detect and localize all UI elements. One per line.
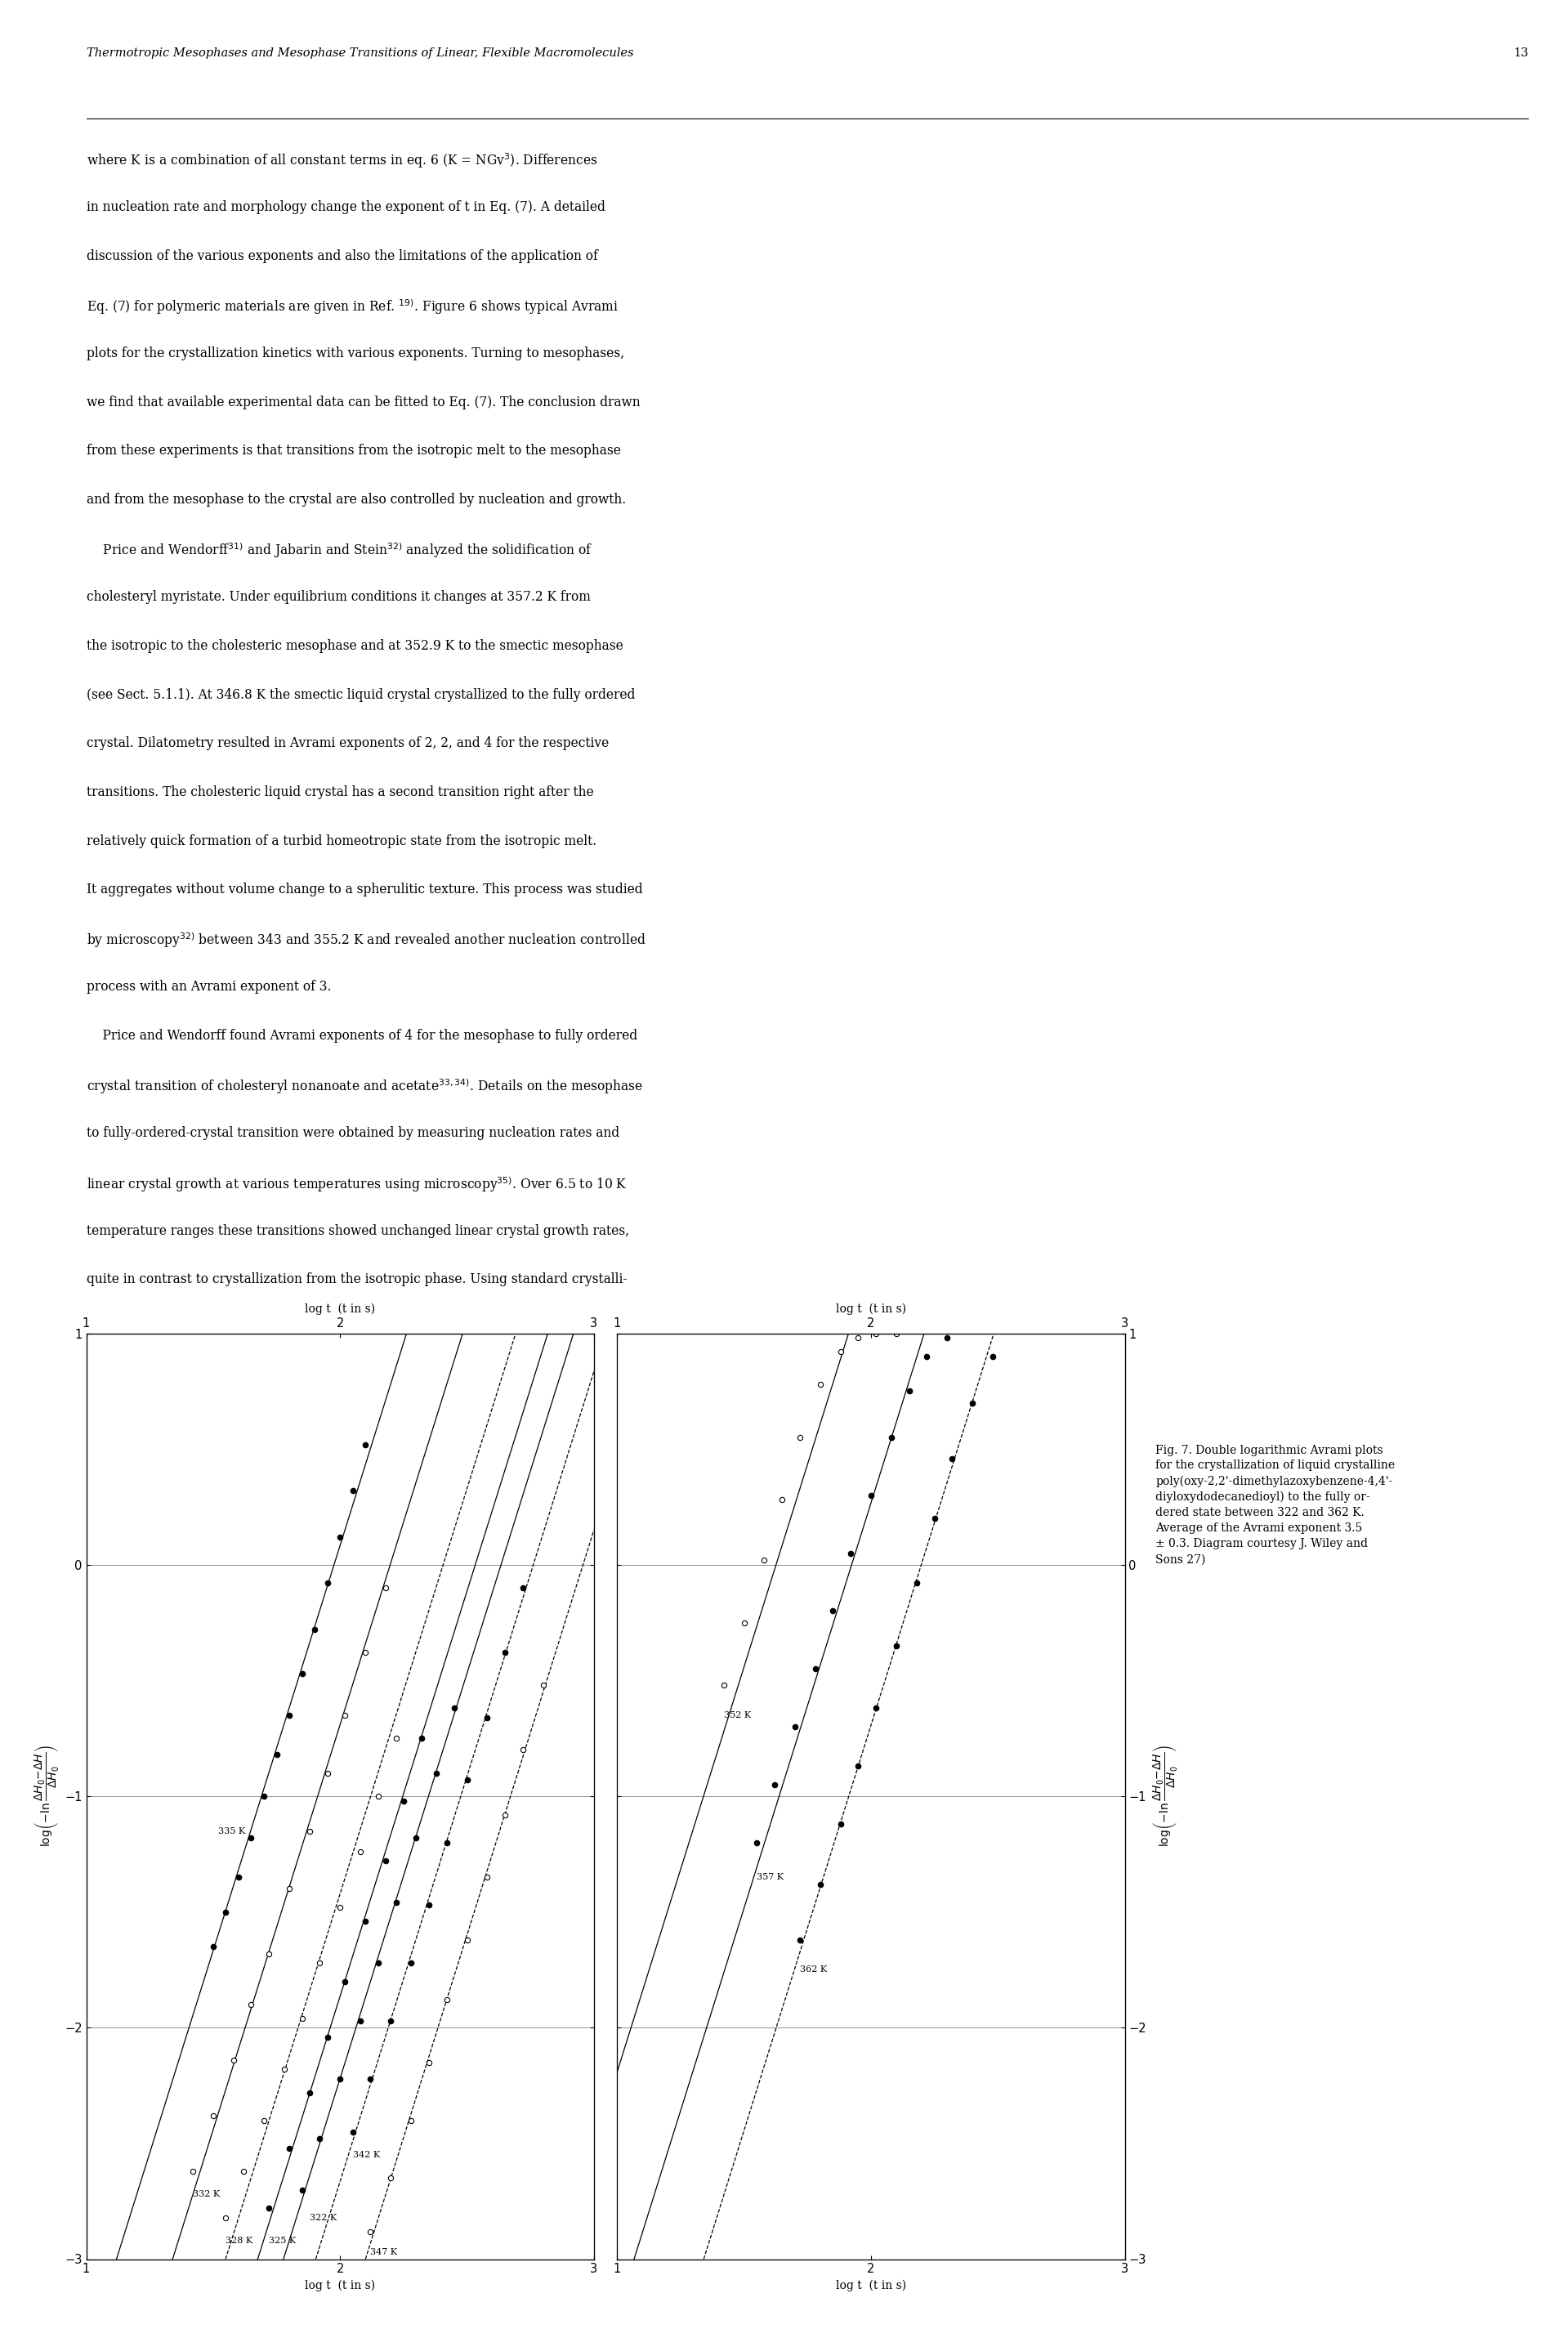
Text: 328 K: 328 K	[226, 2236, 252, 2245]
Y-axis label: $\log\!\left(-\ln\dfrac{\Delta H_0{-}\Delta H}{\Delta H_0}\right)$: $\log\!\left(-\ln\dfrac{\Delta H_0{-}\De…	[1151, 1744, 1179, 1847]
Text: process with an Avrami exponent of 3.: process with an Avrami exponent of 3.	[86, 981, 331, 994]
Text: to fully-ordered-crystal transition were obtained by measuring nucleation rates : to fully-ordered-crystal transition were…	[86, 1127, 619, 1141]
Text: Eq. (7) for polymeric materials are given in Ref. $^{19)}$. Figure 6 shows typic: Eq. (7) for polymeric materials are give…	[86, 298, 618, 317]
Text: (see Sect. 5.1.1). At 346.8 K the smectic liquid crystal crystallized to the ful: (see Sect. 5.1.1). At 346.8 K the smecti…	[86, 687, 635, 701]
Text: 335 K: 335 K	[218, 1826, 246, 1835]
Text: by microscopy$^{32)}$ between 343 and 355.2 K and revealed another nucleation co: by microscopy$^{32)}$ between 343 and 35…	[86, 932, 646, 950]
Text: Fig. 7. Double logarithmic Avrami plots
for the crystallization of liquid crysta: Fig. 7. Double logarithmic Avrami plots …	[1156, 1444, 1396, 1565]
X-axis label: log t  (t in s): log t (t in s)	[304, 2280, 375, 2292]
Text: 347 K: 347 K	[370, 2247, 398, 2257]
Text: and from the mesophase to the crystal are also controlled by nucleation and grow: and from the mesophase to the crystal ar…	[86, 494, 626, 508]
Text: It aggregates without volume change to a spherulitic texture. This process was s: It aggregates without volume change to a…	[86, 883, 643, 897]
Text: crystal. Dilatometry resulted in Avrami exponents of 2, 2, and 4 for the respect: crystal. Dilatometry resulted in Avrami …	[86, 736, 608, 750]
Text: in nucleation rate and morphology change the exponent of t in Eq. (7). A detaile: in nucleation rate and morphology change…	[86, 200, 605, 214]
Text: plots for the crystallization kinetics with various exponents. Turning to mesoph: plots for the crystallization kinetics w…	[86, 347, 624, 361]
X-axis label: log t  (t in s): log t (t in s)	[304, 1304, 375, 1316]
Text: cholesteryl myristate. Under equilibrium conditions it changes at 357.2 K from: cholesteryl myristate. Under equilibrium…	[86, 589, 590, 603]
Text: 357 K: 357 K	[757, 1873, 784, 1882]
Text: 325 K: 325 K	[270, 2236, 296, 2245]
Text: quite in contrast to crystallization from the isotropic phase. Using standard cr: quite in contrast to crystallization fro…	[86, 1272, 627, 1286]
Text: 342 K: 342 K	[353, 2152, 379, 2159]
Text: linear crystal growth at various temperatures using microscopy$^{35)}$. Over 6.5: linear crystal growth at various tempera…	[86, 1176, 627, 1192]
Text: 322 K: 322 K	[309, 2213, 337, 2222]
Text: 352 K: 352 K	[724, 1712, 751, 1719]
Text: where K is a combination of all constant terms in eq. 6 (K = NGv$^3$). Differenc: where K is a combination of all constant…	[86, 151, 597, 170]
Text: Price and Wendorff$^{31)}$ and Jabarin and Stein$^{32)}$ analyzed the solidifica: Price and Wendorff$^{31)}$ and Jabarin a…	[86, 543, 593, 561]
Text: from these experiments is that transitions from the isotropic melt to the mesoph: from these experiments is that transitio…	[86, 445, 621, 459]
X-axis label: log t  (t in s): log t (t in s)	[836, 2280, 906, 2292]
X-axis label: log t  (t in s): log t (t in s)	[836, 1304, 906, 1316]
Text: 13: 13	[1513, 47, 1529, 58]
Text: we find that available experimental data can be fitted to Eq. (7). The conclusio: we find that available experimental data…	[86, 396, 640, 410]
Text: relatively quick formation of a turbid homeotropic state from the isotropic melt: relatively quick formation of a turbid h…	[86, 834, 596, 848]
Text: the isotropic to the cholesteric mesophase and at 352.9 K to the smectic mesopha: the isotropic to the cholesteric mesopha…	[86, 638, 622, 652]
Text: discussion of the various exponents and also the limitations of the application : discussion of the various exponents and …	[86, 249, 597, 263]
Text: Thermotropic Mesophases and Mesophase Transitions of Linear, Flexible Macromolec: Thermotropic Mesophases and Mesophase Tr…	[86, 47, 633, 58]
Text: crystal transition of cholesteryl nonanoate and acetate$^{33, 34)}$. Details on : crystal transition of cholesteryl nonano…	[86, 1078, 643, 1097]
Text: temperature ranges these transitions showed unchanged linear crystal growth rate: temperature ranges these transitions sho…	[86, 1223, 629, 1237]
Text: 332 K: 332 K	[193, 2189, 220, 2199]
Y-axis label: $\log\!\left(-\ln\dfrac{\Delta H_0{-}\Delta H}{\Delta H_0}\right)$: $\log\!\left(-\ln\dfrac{\Delta H_0{-}\De…	[33, 1744, 60, 1847]
Text: transitions. The cholesteric liquid crystal has a second transition right after : transitions. The cholesteric liquid crys…	[86, 785, 593, 799]
Text: 362 K: 362 K	[800, 1966, 826, 1975]
Text: Price and Wendorff found Avrami exponents of 4 for the mesophase to fully ordere: Price and Wendorff found Avrami exponent…	[86, 1029, 637, 1043]
